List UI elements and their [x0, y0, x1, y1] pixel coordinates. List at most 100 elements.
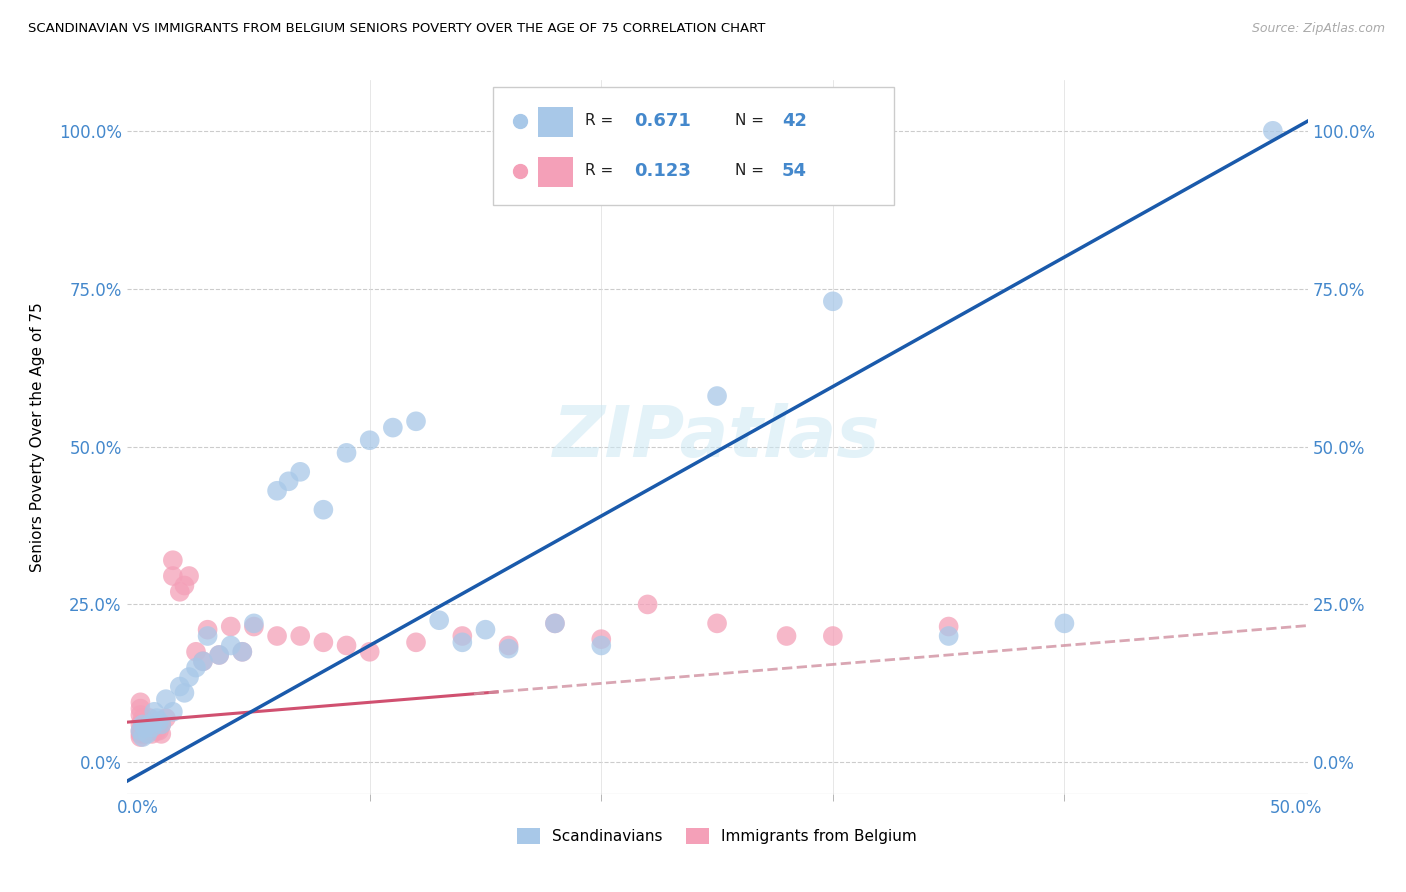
Bar [537, 107, 574, 136]
Point [169, 584, 191, 599]
Point [132, 727, 155, 741]
Point [290, 629, 312, 643]
Point [177, 569, 200, 583]
Point [191, 654, 214, 668]
Point [637, 598, 659, 612]
Point [138, 717, 160, 731]
Text: N =: N = [735, 113, 769, 128]
Point [129, 701, 152, 715]
Point [544, 616, 567, 631]
Point [129, 723, 152, 738]
Point [138, 711, 160, 725]
Point [706, 616, 728, 631]
Point [498, 641, 520, 656]
Point [498, 639, 520, 653]
Point [191, 654, 214, 668]
Point [132, 711, 155, 725]
Point [173, 686, 195, 700]
Point [821, 629, 844, 643]
Bar [537, 157, 574, 186]
Point [162, 553, 184, 567]
Point [938, 619, 960, 633]
Point [155, 711, 177, 725]
Point [132, 721, 155, 735]
Point [312, 502, 335, 516]
Point [177, 670, 200, 684]
Point [129, 730, 152, 744]
Point [405, 414, 427, 428]
Text: 0.671: 0.671 [634, 112, 692, 130]
Point [129, 723, 152, 738]
Point [141, 723, 163, 738]
Point [821, 294, 844, 309]
Point [231, 645, 253, 659]
FancyBboxPatch shape [492, 87, 894, 205]
Point [134, 721, 156, 735]
Point [359, 434, 381, 448]
Text: N =: N = [735, 163, 769, 178]
Point [134, 727, 156, 741]
Point [136, 727, 159, 741]
Text: R =: R = [585, 163, 617, 178]
Point [427, 613, 450, 627]
Point [184, 660, 207, 674]
Point [938, 629, 960, 643]
Point [243, 616, 266, 631]
Point [150, 717, 173, 731]
Point [219, 619, 242, 633]
Point [451, 635, 474, 649]
Point [136, 723, 159, 738]
Point [184, 645, 207, 659]
Point [197, 629, 219, 643]
Point [1261, 124, 1284, 138]
Text: R =: R = [585, 113, 617, 128]
Point [134, 723, 156, 738]
Point [231, 645, 253, 659]
Text: ZIPatlas: ZIPatlas [554, 402, 880, 472]
Point [145, 711, 167, 725]
Point [143, 717, 166, 731]
Point [169, 680, 191, 694]
Point [162, 569, 184, 583]
Point [277, 475, 299, 489]
Point [474, 623, 496, 637]
Point [143, 705, 166, 719]
Text: 0.123: 0.123 [634, 162, 692, 180]
Point [219, 639, 242, 653]
Point [335, 446, 357, 460]
Point [148, 714, 170, 729]
Point [141, 727, 163, 741]
Point [132, 717, 155, 731]
Point [775, 629, 797, 643]
Point [591, 639, 613, 653]
Point [266, 483, 288, 498]
Point [150, 717, 173, 731]
Point [706, 389, 728, 403]
Text: SCANDINAVIAN VS IMMIGRANTS FROM BELGIUM SENIORS POVERTY OVER THE AGE OF 75 CORRE: SCANDINAVIAN VS IMMIGRANTS FROM BELGIUM … [28, 22, 765, 36]
Point [155, 692, 177, 706]
Point [148, 723, 170, 738]
Point [544, 616, 567, 631]
Point [129, 717, 152, 731]
Point [405, 635, 427, 649]
Point [162, 705, 184, 719]
Point [243, 619, 266, 633]
Point [136, 721, 159, 735]
Point [208, 648, 231, 662]
Point [451, 629, 474, 643]
Legend: Scandinavians, Immigrants from Belgium: Scandinavians, Immigrants from Belgium [512, 822, 922, 850]
Point [173, 578, 195, 592]
Point [138, 717, 160, 731]
Point [335, 639, 357, 653]
Point [381, 420, 404, 434]
Point [197, 623, 219, 637]
Point [1053, 616, 1076, 631]
Point [141, 721, 163, 735]
Point [150, 727, 173, 741]
Point [208, 648, 231, 662]
Point [134, 717, 156, 731]
Point [132, 717, 155, 731]
Point [145, 723, 167, 738]
Point [591, 632, 613, 647]
Point [132, 730, 155, 744]
